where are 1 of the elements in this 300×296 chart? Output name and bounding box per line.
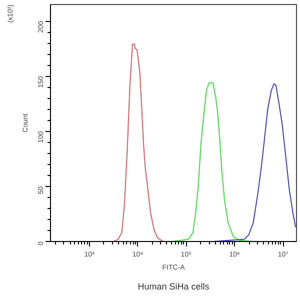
text: Human SiHa cells [138,282,210,292]
